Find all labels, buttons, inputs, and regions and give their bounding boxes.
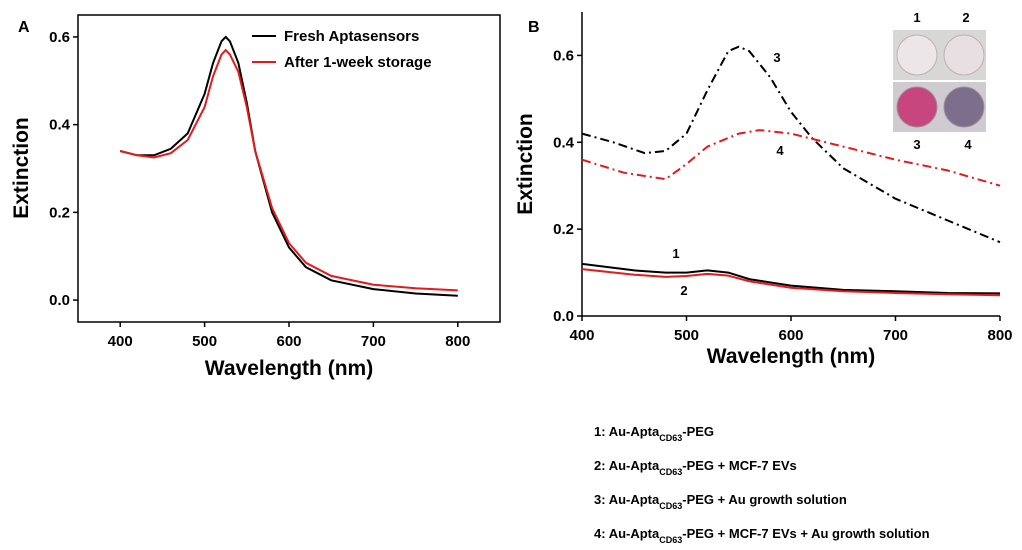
series-line	[581, 268, 1001, 297]
x-tick-label: 600	[276, 333, 301, 350]
y-axis-label: Extinction	[10, 117, 33, 219]
x-axis-label: Wavelength (nm)	[205, 357, 373, 380]
well	[896, 86, 938, 128]
x-axis-label: Wavelength (nm)	[707, 345, 875, 368]
series-line	[119, 48, 458, 292]
x-tick-label: 800	[445, 333, 470, 350]
series-line	[581, 45, 1001, 244]
x-tick-label: 600	[778, 327, 803, 344]
well	[943, 86, 985, 128]
axes-frame	[581, 12, 1000, 317]
inset-photo: 1 2 3 4	[893, 10, 986, 152]
y-tick-label: 0.0	[49, 292, 70, 309]
curve-label: 1	[672, 246, 679, 261]
inset-label: 1	[913, 10, 920, 25]
legend-label: After 1-week storage	[284, 54, 432, 71]
x-tick-label: 400	[108, 333, 133, 350]
y-axis-label: Extinction	[514, 113, 537, 215]
inset-label: 2	[962, 10, 969, 25]
x-tick-label: 700	[883, 327, 908, 344]
curve-label: 2	[680, 283, 687, 298]
y-tick-label: 0.2	[49, 204, 70, 221]
curve-label: 4	[776, 143, 784, 158]
y-tick-label: 0.6	[553, 47, 574, 64]
panel-label: B	[528, 19, 540, 36]
series-line	[119, 35, 458, 297]
y-tick-label: 0.4	[49, 117, 71, 134]
descriptions: 1: Au-AptaCD63-PEG 2: Au-AptaCD63-PEG + …	[594, 424, 930, 545]
desc-sub: CD63	[659, 535, 682, 545]
desc-part: 3: Au-Apta	[594, 492, 660, 507]
inset-label: 4	[964, 137, 972, 152]
well	[943, 34, 985, 76]
x-tick-label: 500	[674, 327, 699, 344]
desc-part: -PEG + MCF-7 EVs + Au growth solution	[682, 526, 929, 541]
y-tick-label: 0.2	[553, 221, 574, 238]
series-line	[581, 262, 1001, 295]
inset-label: 3	[913, 137, 920, 152]
x-tick-label: 500	[192, 333, 217, 350]
y-tick-label: 0.4	[553, 134, 575, 151]
desc-sub: CD63	[659, 467, 682, 477]
y-tick-label: 0.6	[49, 29, 70, 46]
series-line	[581, 129, 1001, 187]
desc-part: -PEG + MCF-7 EVs	[682, 458, 797, 473]
panel-label: A	[18, 19, 30, 36]
description: 3: Au-AptaCD63-PEG + Au growth solution	[594, 492, 847, 511]
x-tick-label: 400	[569, 327, 594, 344]
y-tick-label: 0.0	[553, 308, 574, 325]
description: 1: Au-AptaCD63-PEG	[594, 424, 714, 443]
x-tick-label: 700	[361, 333, 386, 350]
x-tick-label: 800	[987, 327, 1012, 344]
desc-sub: CD63	[659, 433, 682, 443]
desc-sub: CD63	[659, 501, 682, 511]
desc-part: -PEG	[682, 424, 714, 439]
desc-part: 4: Au-Apta	[594, 526, 660, 541]
desc-part: 2: Au-Apta	[594, 458, 660, 473]
desc-part: 1: Au-Apta	[594, 424, 660, 439]
description: 2: Au-AptaCD63-PEG + MCF-7 EVs	[594, 458, 797, 477]
desc-part: -PEG + Au growth solution	[682, 492, 847, 507]
curve-label: 3	[773, 50, 780, 65]
axes-frame	[77, 14, 501, 323]
description: 4: Au-AptaCD63-PEG + MCF-7 EVs + Au grow…	[594, 526, 930, 545]
well	[896, 34, 938, 76]
legend-label: Fresh Aptasensors	[284, 28, 419, 45]
